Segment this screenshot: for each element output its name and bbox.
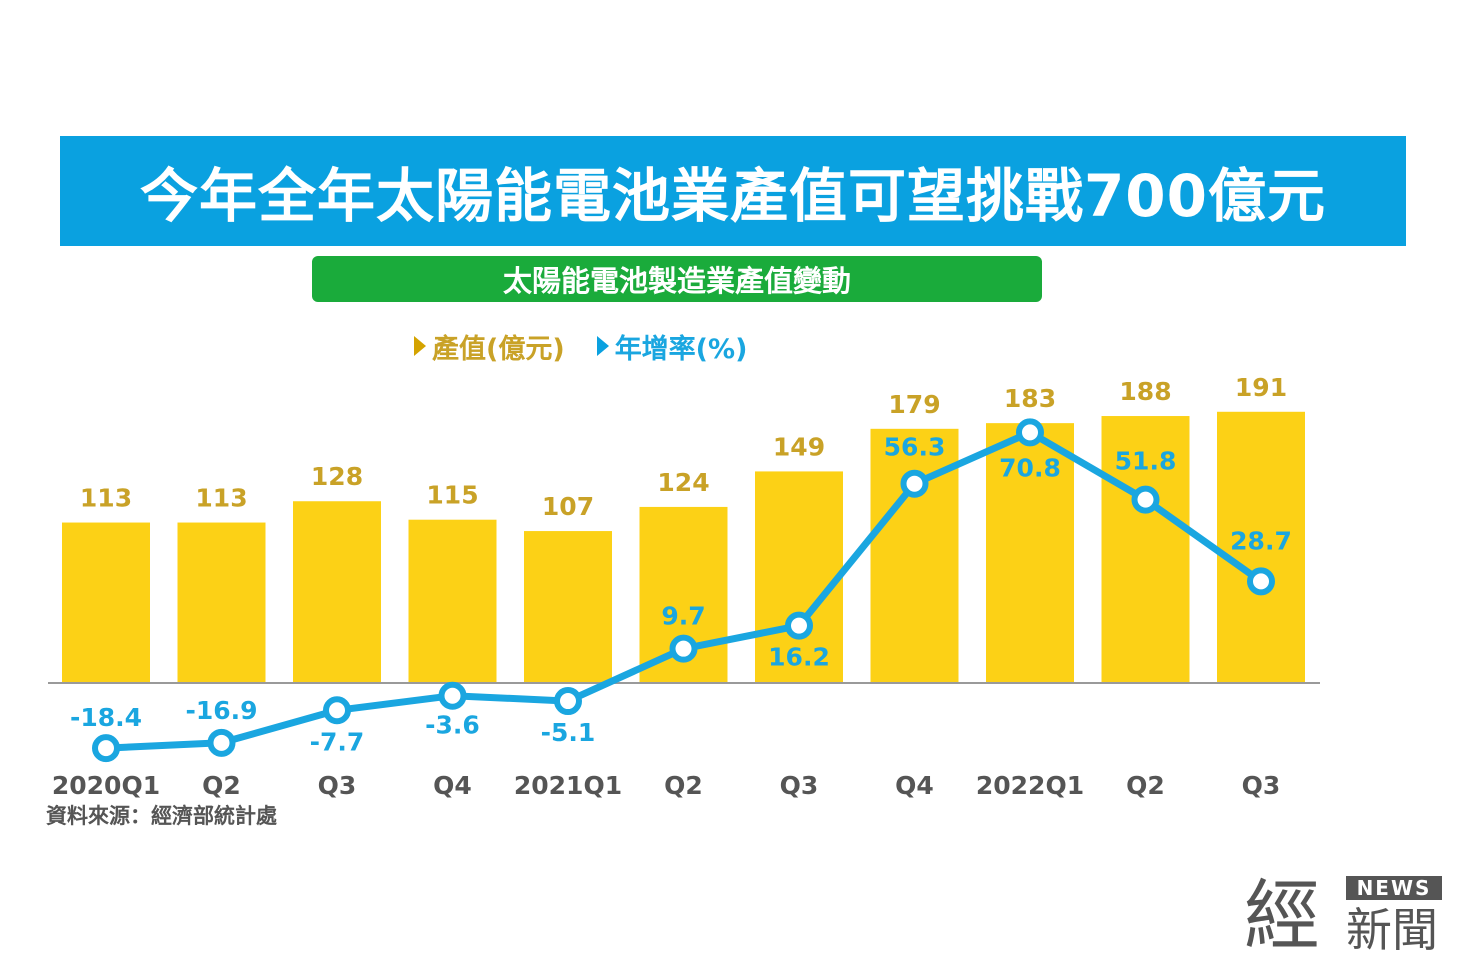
growth-point: [323, 696, 351, 725]
bar-value-label: 149: [773, 432, 825, 461]
growth-value-label: -18.4: [70, 703, 142, 732]
bar: [293, 501, 381, 683]
source-note: 資料來源：經濟部統計處: [46, 804, 277, 828]
logo-main: 經: [1244, 871, 1320, 960]
bar-value-label: 128: [311, 462, 363, 491]
growth-value-label: 51.8: [1115, 447, 1177, 476]
growth-value-label: 16.2: [768, 643, 830, 672]
logo-news-badge: NEWS: [1346, 876, 1442, 900]
growth-value-label: -16.9: [185, 696, 257, 725]
logo: 經 NEWS 新聞: [1244, 872, 1444, 960]
growth-point: [785, 611, 813, 640]
bar: [177, 522, 266, 683]
bar: [62, 522, 150, 683]
logo-sub: 新聞: [1346, 903, 1438, 957]
x-tick-label: Q3: [1242, 771, 1281, 800]
bar-value-label: 188: [1119, 377, 1171, 406]
growth-point: [1247, 567, 1275, 596]
growth-point: [900, 469, 929, 498]
bar-value-label: 179: [888, 390, 940, 419]
chart-subtitle: 太陽能電池製造業產值變動: [312, 256, 1042, 302]
growth-point: [92, 734, 120, 763]
growth-value-label: 70.8: [999, 453, 1061, 482]
x-tick-label: Q3: [780, 771, 819, 800]
growth-value-label: -3.6: [425, 711, 480, 740]
x-tick-label: 2022Q1: [976, 771, 1084, 800]
bar-value-label: 115: [426, 481, 478, 510]
growth-point: [554, 687, 582, 716]
bar: [986, 423, 1074, 683]
growth-point: [1016, 418, 1044, 447]
growth-point: [1131, 485, 1160, 514]
legend-marker-bar: [414, 336, 426, 356]
bar: [1101, 416, 1190, 683]
growth-point: [669, 634, 698, 663]
growth-value-label: -5.1: [541, 718, 596, 747]
legend-label-growth: 年增率(%): [614, 333, 748, 365]
legend: 產值(億元) 年增率(%): [414, 326, 747, 366]
growth-value-label: 9.7: [661, 602, 705, 631]
bar-value-label: 124: [657, 468, 709, 497]
x-tick-label: Q2: [664, 771, 703, 800]
bar-value-label: 183: [1004, 384, 1056, 413]
bar-value-label: 113: [195, 484, 247, 513]
bar: [1217, 411, 1305, 683]
bar: [408, 519, 497, 683]
x-tick-label: Q4: [433, 771, 472, 800]
x-tick-label: Q2: [1126, 771, 1165, 800]
x-tick-label: 2021Q1: [514, 771, 622, 800]
x-tick-label: Q2: [202, 771, 241, 800]
x-tick-label: 2020Q1: [52, 771, 160, 800]
chart-title: 今年全年太陽能電池業產值可望挑戰700億元: [60, 136, 1406, 246]
bar: [524, 531, 612, 683]
legend-item-growth: 年增率(%): [596, 327, 748, 366]
growth-value-label: 56.3: [884, 433, 946, 462]
bar-value-label: 191: [1235, 373, 1287, 402]
bar: [755, 471, 843, 683]
legend-label-value: 產值(億元): [432, 333, 565, 365]
x-tick-label: Q3: [318, 771, 357, 800]
growth-value-label: -7.7: [310, 727, 365, 756]
bar-value-label: 107: [542, 492, 594, 521]
legend-marker-line: [596, 336, 609, 356]
growth-point: [438, 681, 467, 710]
x-tick-label: Q4: [895, 771, 934, 800]
growth-point: [207, 728, 236, 757]
bar-value-label: 113: [80, 484, 132, 513]
legend-item-value: 產值(億元): [414, 327, 565, 366]
growth-value-label: 28.7: [1230, 526, 1292, 555]
